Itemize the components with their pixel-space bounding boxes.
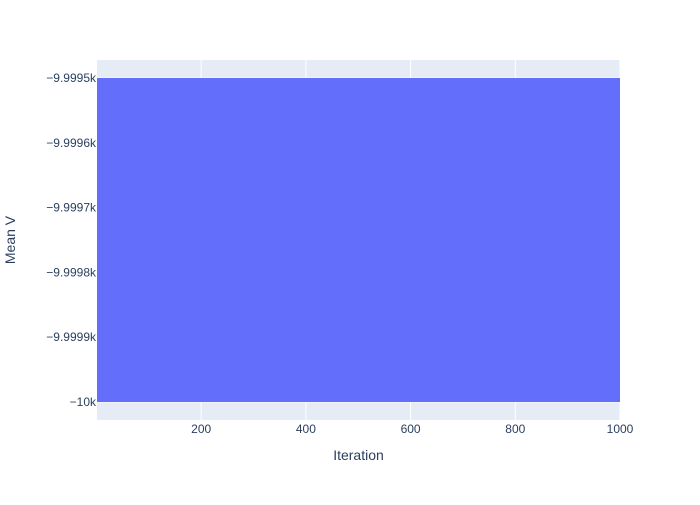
x-tick-label: 400 bbox=[296, 422, 316, 436]
y-tick-label: −9.9997k bbox=[46, 201, 97, 215]
series-layer bbox=[97, 78, 620, 402]
y-tick-label: −9.9998k bbox=[46, 265, 97, 279]
x-axis-title: Iteration bbox=[333, 447, 384, 463]
y-axis-title: Mean V bbox=[2, 215, 18, 264]
x-tick-label: 600 bbox=[401, 422, 421, 436]
y-tick-label: −9.9996k bbox=[46, 136, 97, 150]
series-area bbox=[97, 78, 620, 402]
y-tick-label: −9.9999k bbox=[46, 330, 97, 344]
x-tick-label: 200 bbox=[191, 422, 211, 436]
y-tick-label: −9.9995k bbox=[46, 71, 97, 85]
y-tick-labels: −9.9995k −9.9996k −9.9997k −9.9998k −9.9999k… bbox=[46, 71, 97, 409]
x-tick-label: 800 bbox=[505, 422, 525, 436]
x-tick-label: 1000 bbox=[607, 422, 634, 436]
x-tick-labels: 200 400 600 800 1000 bbox=[191, 422, 634, 436]
y-tick-label: −10k bbox=[70, 395, 97, 409]
